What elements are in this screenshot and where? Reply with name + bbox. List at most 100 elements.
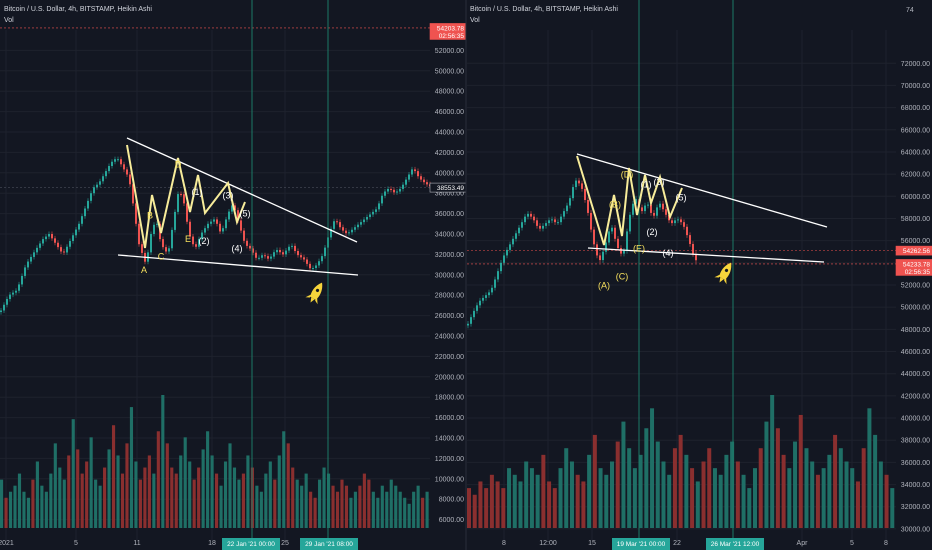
candle-body: [560, 216, 562, 223]
left-time-axis[interactable]: 2021 5 11 18 25 22 Jan '21 00:00 29 Jan '21 08…: [0, 538, 358, 550]
y-tick-label: 50000.00: [901, 305, 930, 312]
volume-bar: [44, 491, 48, 528]
volume-bar: [770, 395, 775, 528]
volume-bar: [650, 408, 655, 528]
volume-bar: [684, 454, 689, 528]
y-tick-label: 12000.00: [435, 456, 464, 463]
volume-bar: [575, 474, 580, 528]
candle-body: [123, 164, 125, 170]
wave-label: (B): [609, 199, 621, 209]
candle-body: [180, 194, 182, 196]
volume-bar: [192, 479, 196, 528]
volume-bar: [94, 479, 98, 528]
candle-body: [108, 166, 110, 172]
volume-bar: [661, 461, 666, 528]
volume-bar: [147, 455, 151, 528]
candle-body: [653, 212, 655, 216]
candle-body: [216, 219, 218, 224]
left-chart-panel[interactable]: D B C A E (1) (2) (3) (5) (4) Bitcoin / U.S. Doll…: [0, 0, 467, 550]
wave-label: (3): [654, 177, 665, 187]
candle-body: [339, 222, 341, 228]
candle-body: [566, 205, 568, 212]
volume-bar: [259, 491, 263, 528]
volume-bar: [376, 497, 380, 528]
volume-bar: [403, 497, 407, 528]
volume-bar: [219, 485, 223, 528]
candle-body: [15, 290, 17, 293]
candle-body: [117, 159, 119, 161]
left-volume-label: Vol: [4, 17, 14, 24]
volume-bar: [615, 441, 620, 528]
y-tick-label: 48000.00: [901, 327, 930, 334]
wave-label: B: [147, 211, 153, 221]
volume-bar: [867, 408, 872, 528]
volume-bar: [632, 468, 637, 528]
wave-label: (5): [676, 193, 687, 203]
volume-bar: [798, 414, 803, 528]
volume-bar: [495, 481, 500, 528]
volume-bar: [718, 474, 723, 528]
candle-body: [135, 203, 137, 224]
x-tick-label: 15: [588, 540, 596, 547]
volume-bar: [655, 441, 660, 528]
candle-body: [297, 251, 299, 256]
candle-body: [512, 238, 514, 245]
candle-body: [6, 299, 8, 305]
y-tick-label: 52000.00: [901, 283, 930, 290]
y-tick-label: 34000.00: [901, 482, 930, 489]
volume-bar: [170, 467, 174, 528]
left-lower-trendline: [117, 254, 359, 276]
candle-body: [252, 248, 254, 253]
volume-bar: [26, 497, 31, 528]
volume-bar: [564, 448, 569, 528]
volume-bar: [484, 488, 489, 528]
volume-bar: [197, 467, 201, 528]
candle-body: [497, 271, 499, 280]
wave-label: D: [175, 160, 182, 170]
right-time-axis[interactable]: 8 12:00 15 22 Apr 5 8 19 Mar '21 00:00 26 Mar '2…: [502, 538, 888, 550]
left-volume-bars: [0, 395, 429, 528]
candle-body: [42, 239, 44, 244]
volume-bar: [116, 455, 120, 528]
candle-body: [611, 227, 613, 232]
candle-body: [372, 211, 374, 215]
y-tick-label: 28000.00: [435, 293, 464, 300]
candle-body: [668, 214, 670, 221]
volume-bar: [385, 491, 389, 528]
volume-bar: [380, 485, 384, 528]
volume-bar: [120, 473, 125, 528]
wave-label: (2): [199, 236, 210, 246]
volume-bar: [17, 473, 22, 528]
right-wave-labels: (D) (1) (3) (5) (B) (E)(2) (4) (A) (C): [598, 169, 687, 290]
candle-body: [689, 235, 691, 244]
volume-bar: [107, 449, 111, 528]
volume-bar: [362, 473, 366, 528]
right-price-axis[interactable]: 72000.00 70000.00 68000.00 66000.00 64000.00…: [895, 61, 932, 534]
left-price-axis[interactable]: 52000.00 50000.00 48000.00 46000.00 44000.00…: [429, 23, 467, 524]
y-tick-label: 46000.00: [901, 349, 930, 356]
candle-body: [479, 300, 481, 306]
volume-bar: [890, 488, 895, 528]
y-tick-label: 68000.00: [901, 105, 930, 112]
price-tag: 54203.78: [437, 25, 464, 32]
right-chart-panel[interactable]: (D) (1) (3) (5) (B) (E)(2) (4) (A) (C) Bitcoin /…: [467, 0, 932, 550]
candle-body: [533, 216, 535, 221]
candle-body: [671, 220, 673, 224]
volume-bar: [804, 448, 809, 528]
candle-body: [150, 234, 152, 253]
candle-body: [563, 211, 565, 217]
candle-body: [243, 230, 245, 241]
candle-body: [539, 225, 541, 229]
volume-bar: [282, 431, 286, 528]
candle-body: [680, 219, 682, 223]
volume-bar: [672, 448, 677, 528]
volume-bar: [524, 461, 529, 528]
y-tick-label: 40000.00: [435, 170, 464, 177]
candle-body: [593, 229, 595, 245]
volume-bar: [472, 494, 477, 528]
volume-bar: [241, 473, 246, 528]
wave-label: (E): [633, 244, 645, 254]
candle-body: [384, 191, 386, 196]
candle-body: [393, 189, 395, 193]
candle-body: [527, 213, 529, 217]
